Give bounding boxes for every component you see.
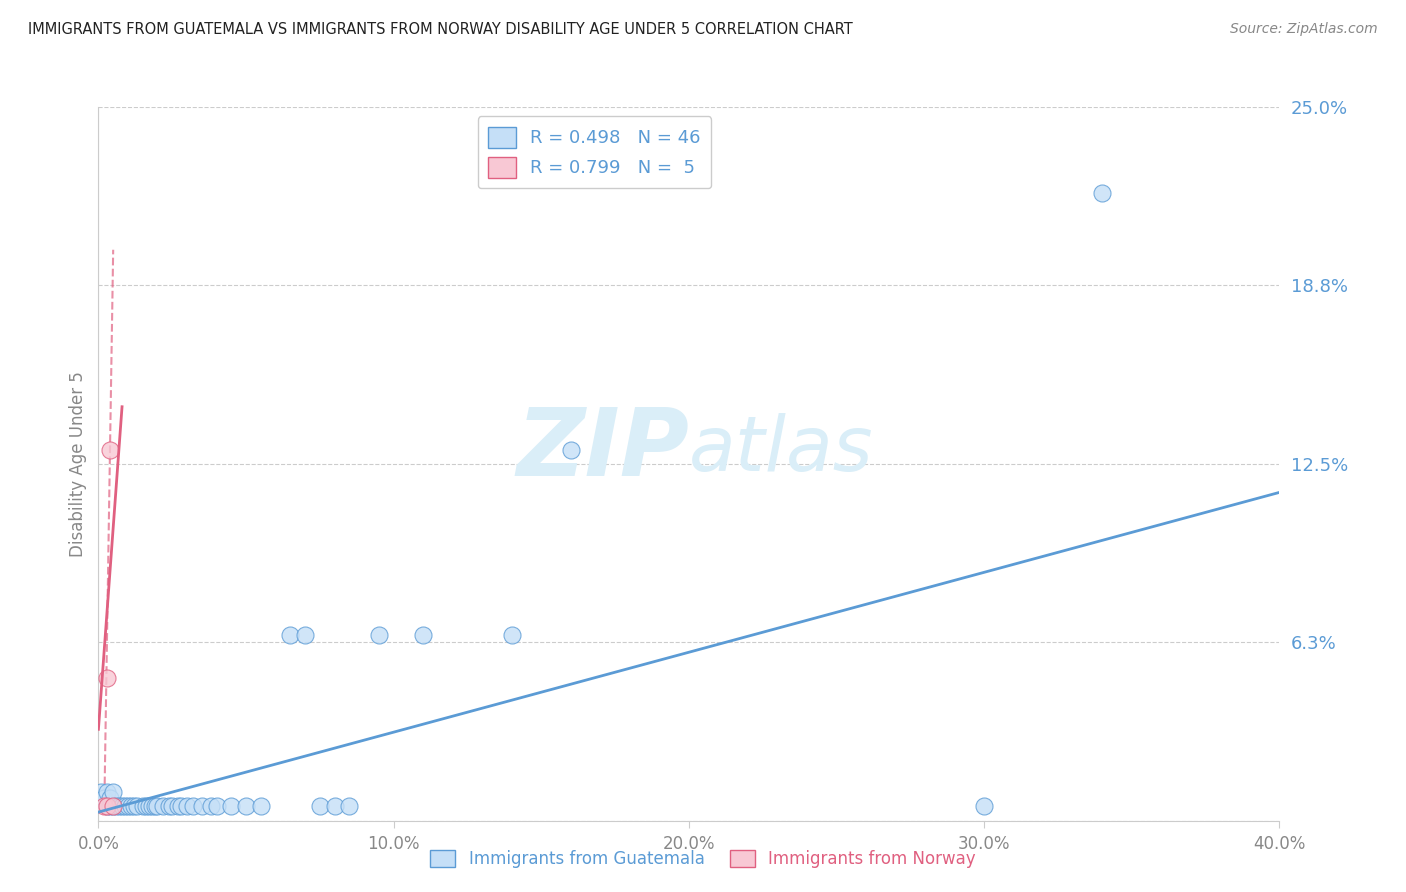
Point <box>90 785 112 799</box>
Point <box>93 799 115 814</box>
Point <box>560 442 582 457</box>
Point <box>143 799 166 814</box>
Legend: R = 0.498   N = 46, R = 0.799   N =  5: R = 0.498 N = 46, R = 0.799 N = 5 <box>478 116 711 188</box>
Point <box>132 799 155 814</box>
Point <box>412 628 434 642</box>
Text: atlas: atlas <box>689 413 873 486</box>
Point <box>96 799 118 814</box>
Point <box>103 799 125 814</box>
Point <box>170 799 193 814</box>
Point <box>278 628 302 642</box>
Point <box>138 799 160 814</box>
Point <box>98 442 121 457</box>
Point <box>200 799 222 814</box>
Point <box>250 799 273 814</box>
Point <box>191 799 214 814</box>
Text: IMMIGRANTS FROM GUATEMALA VS IMMIGRANTS FROM NORWAY DISABILITY AGE UNDER 5 CORRE: IMMIGRANTS FROM GUATEMALA VS IMMIGRANTS … <box>28 22 853 37</box>
Point <box>96 785 118 799</box>
Y-axis label: Disability Age Under 5: Disability Age Under 5 <box>69 371 87 557</box>
Point <box>1091 186 1114 200</box>
Point <box>96 799 118 814</box>
Point <box>114 799 136 814</box>
Point <box>125 799 148 814</box>
Point <box>323 799 346 814</box>
Point <box>103 785 125 799</box>
Point <box>181 799 204 814</box>
Point <box>167 799 190 814</box>
Point <box>219 799 242 814</box>
Point <box>135 799 157 814</box>
Point <box>309 799 332 814</box>
Point <box>105 799 128 814</box>
Point <box>205 799 228 814</box>
Point <box>98 799 121 814</box>
Point <box>973 799 995 814</box>
Point <box>157 799 180 814</box>
Point <box>122 799 145 814</box>
Point <box>294 628 316 642</box>
Point <box>339 799 360 814</box>
Point <box>96 671 118 685</box>
Point <box>117 799 139 814</box>
Point <box>93 790 115 805</box>
Point <box>111 799 134 814</box>
Point <box>152 799 174 814</box>
Legend: Immigrants from Guatemala, Immigrants from Norway: Immigrants from Guatemala, Immigrants fr… <box>423 843 983 875</box>
Point <box>501 628 523 642</box>
Point <box>98 790 121 805</box>
Point <box>103 799 125 814</box>
Point <box>162 799 183 814</box>
Point <box>176 799 198 814</box>
Point <box>235 799 257 814</box>
Point <box>146 799 169 814</box>
Text: Source: ZipAtlas.com: Source: ZipAtlas.com <box>1230 22 1378 37</box>
Point <box>368 628 391 642</box>
Point <box>120 799 142 814</box>
Text: ZIP: ZIP <box>516 403 689 496</box>
Point <box>108 799 131 814</box>
Point <box>141 799 163 814</box>
